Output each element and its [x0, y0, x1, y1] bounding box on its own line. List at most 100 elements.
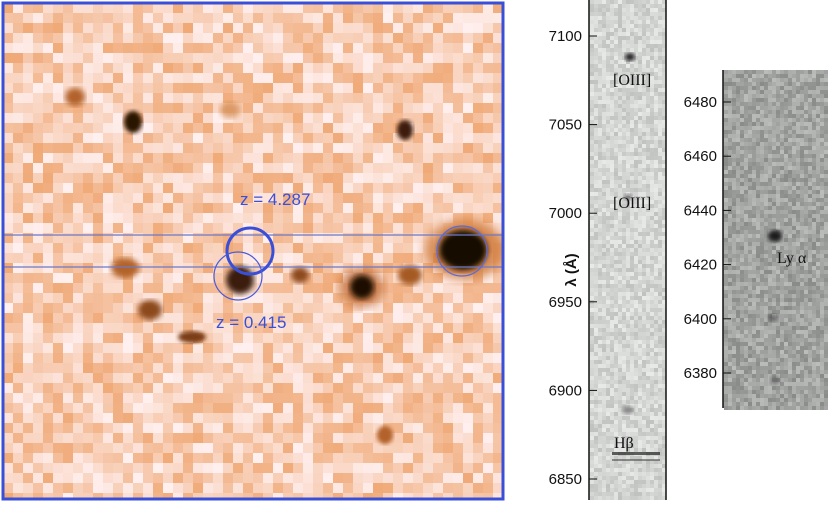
pixel: [113, 193, 123, 203]
spectrum-pixel: [606, 464, 610, 468]
spectrum-pixel: [638, 428, 642, 432]
pixel: [133, 273, 143, 283]
spectrum-pixel: [602, 160, 606, 164]
pixel: [173, 313, 183, 323]
pixel: [173, 243, 183, 253]
pixel: [193, 113, 203, 123]
pixel: [233, 143, 243, 153]
pixel: [373, 443, 383, 453]
pixel: [83, 353, 93, 363]
pixel: [203, 223, 213, 233]
pixel: [93, 173, 103, 183]
spectrum-pixel: [598, 456, 602, 460]
spectrum-pixel: [658, 356, 662, 360]
spectrum-pixel: [606, 192, 610, 196]
spectrum-pixel: [630, 440, 634, 444]
pixel: [453, 413, 463, 423]
spectrum-pixel: [610, 116, 614, 120]
pixel: [293, 23, 303, 33]
pixel: [33, 233, 43, 243]
pixel: [493, 483, 503, 493]
pixel: [113, 473, 123, 483]
spectrum-pixel: [654, 92, 658, 96]
spectrum-pixel: [614, 72, 618, 76]
pixel: [113, 3, 123, 13]
spectrum-pixel: [594, 204, 598, 208]
spectrum-pixel: [630, 492, 634, 496]
pixel: [73, 233, 83, 243]
spectrum-pixel: [638, 392, 642, 396]
spectrum-pixel: [642, 364, 646, 368]
spectrum-pixel: [602, 216, 606, 220]
spectrum-pixel: [642, 380, 646, 384]
pixel: [383, 343, 393, 353]
spectrum-pixel: [602, 440, 606, 444]
spectrum-pixel: [590, 240, 594, 244]
target-circle-z0415: [213, 251, 263, 301]
spectrum-pixel: [650, 116, 654, 120]
spectrum-pixel: [590, 448, 594, 452]
pixel: [23, 383, 33, 393]
pixel: [343, 493, 353, 499]
spectrum-pixel: [816, 70, 820, 74]
pixel: [263, 33, 273, 43]
spectrum-pixel: [622, 240, 626, 244]
pixel: [413, 393, 423, 403]
spectrum-pixel: [590, 320, 594, 324]
pixel: [353, 233, 363, 243]
pixel: [453, 53, 463, 63]
spectrum-pixel: [610, 340, 614, 344]
pixel: [103, 333, 113, 343]
pixel: [393, 413, 403, 423]
pixel: [223, 33, 233, 43]
pixel: [403, 393, 413, 403]
spectrum-pixel: [804, 74, 808, 78]
spectrum-pixel: [654, 184, 658, 188]
pixel: [43, 313, 53, 323]
spectrum-pixel: [606, 96, 610, 100]
spectrum-pixel: [618, 492, 622, 496]
spectrum-pixel: [662, 264, 666, 268]
pixel: [463, 293, 473, 303]
pixel: [183, 53, 193, 63]
spectrum-pixel: [602, 168, 606, 172]
pixel: [163, 163, 173, 173]
spectrum-pixel: [598, 132, 602, 136]
spectrum-pixel: [646, 128, 650, 132]
spectrum-pixel: [638, 240, 642, 244]
pixel: [43, 483, 53, 493]
spectrum-pixel: [646, 328, 650, 332]
pixel: [183, 143, 193, 153]
pixel: [473, 433, 483, 443]
spectrum-pixel: [626, 372, 630, 376]
pixel: [193, 33, 203, 43]
pixel: [53, 143, 63, 153]
spectrum-pixel: [606, 80, 610, 84]
spectrum-pixel: [752, 70, 756, 74]
pixel: [173, 53, 183, 63]
spectrum-pixel: [646, 436, 650, 440]
spectrum-pixel: [658, 112, 662, 116]
pixel: [383, 83, 393, 93]
pixel: [83, 23, 93, 33]
spectrum-pixel: [634, 304, 638, 308]
spectrum-pixel: [602, 28, 606, 32]
pixel: [283, 233, 293, 243]
pixel: [253, 93, 263, 103]
spectrum-pixel: [662, 368, 666, 372]
pixel: [23, 73, 33, 83]
spectrum-pixel: [654, 156, 658, 160]
pixel: [113, 203, 123, 213]
pixel: [243, 163, 253, 173]
spectrum-pixel: [650, 464, 654, 468]
pixel: [163, 153, 173, 163]
pixel: [443, 73, 453, 83]
pixel: [353, 353, 363, 363]
spectrum-pixel: [634, 56, 638, 60]
spectrum-pixel: [654, 400, 658, 404]
pixel: [483, 363, 493, 373]
pixel: [93, 243, 103, 253]
spectrum-pixel: [662, 252, 666, 256]
spectrum-pixel: [590, 220, 594, 224]
pixel: [313, 293, 323, 303]
